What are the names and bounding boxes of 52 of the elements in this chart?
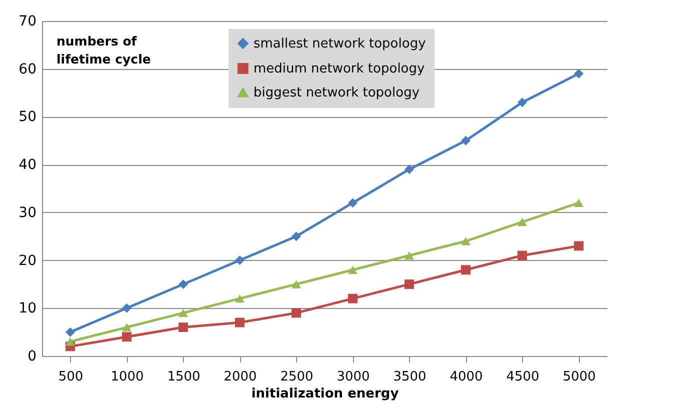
point [178, 279, 188, 289]
x-tick-label: 1500 [167, 370, 200, 384]
y-tick-label: 60 [18, 61, 36, 78]
x-tick-label: 4000 [450, 370, 483, 384]
point [122, 303, 132, 313]
point [292, 280, 301, 288]
point [348, 294, 358, 304]
point [518, 218, 527, 226]
point [404, 279, 414, 289]
x-tick-label: 1000 [110, 370, 144, 384]
point [348, 266, 358, 274]
x-tick-label: 3500 [393, 370, 426, 384]
point [235, 256, 244, 266]
x-tick-label: 2500 [280, 370, 314, 384]
point [518, 98, 527, 108]
point [461, 265, 470, 275]
y-tick-label: 30 [18, 204, 36, 221]
y-tick-label: 40 [18, 157, 36, 174]
point [66, 338, 75, 346]
x-tick-label: 3000 [336, 370, 370, 384]
point [404, 251, 414, 260]
y-tick-label: 50 [18, 109, 36, 126]
point [292, 308, 301, 318]
point [178, 322, 188, 332]
y-tick-label: 20 [18, 252, 36, 269]
point [178, 308, 188, 318]
x-tick-label: 5000 [562, 370, 596, 384]
point [122, 332, 132, 342]
point [518, 250, 527, 260]
legend-label: smallest network topology [253, 36, 426, 52]
legend-label: biggest network topology [253, 86, 420, 100]
point [292, 232, 301, 242]
point [574, 68, 584, 78]
y-axis-title: numbers of lifetime cycle [56, 34, 151, 66]
point [404, 164, 414, 174]
point [574, 241, 584, 251]
point [122, 323, 132, 332]
x-tick-label: 4500 [506, 370, 540, 384]
x-tick-label: 500 [58, 370, 84, 384]
y-tick-label: 10 [18, 300, 36, 317]
y-tick-label: 0 [28, 348, 36, 364]
point [461, 136, 470, 146]
point [461, 237, 470, 246]
point [235, 294, 244, 303]
x-axis-title: initialization energy [251, 386, 400, 402]
y-tick-label: 70 [18, 14, 36, 30]
point [235, 318, 244, 328]
x-tick-label: 2000 [224, 370, 257, 384]
point [66, 327, 75, 337]
point [348, 198, 358, 208]
legend-label: medium network topology [253, 62, 426, 76]
point [574, 198, 584, 207]
